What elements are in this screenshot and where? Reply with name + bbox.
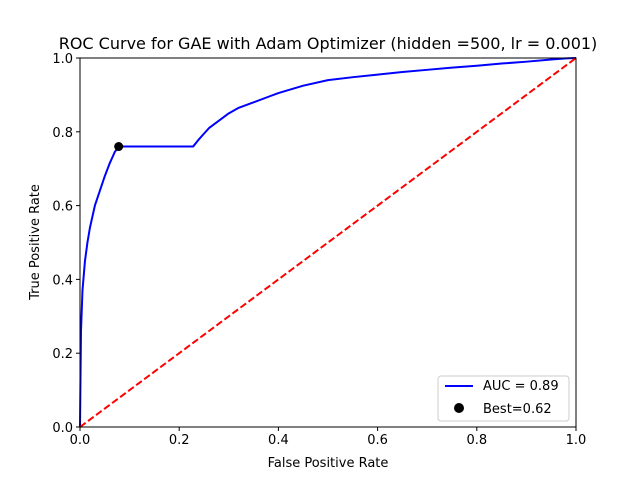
legend: AUC = 0.89 Best=0.62 [437, 375, 570, 422]
y-tick-label: 1.0 [52, 52, 73, 67]
x-tick-label: 0.4 [268, 433, 289, 448]
chart-title: ROC Curve for GAE with Adam Optimizer (h… [59, 34, 598, 53]
y-tick-label: 0.2 [52, 347, 73, 362]
y-axis-label: True Positive Rate [28, 184, 43, 301]
y-tick-label: 0.0 [52, 421, 73, 436]
x-tick-label: 0.6 [367, 433, 388, 448]
y-tick-label: 0.6 [52, 200, 73, 215]
legend-point-swatch [454, 403, 464, 413]
x-tick-label: 1.0 [566, 433, 587, 448]
legend-label-best: Best=0.62 [483, 402, 552, 417]
legend-label-auc: AUC = 0.89 [483, 379, 559, 394]
best-threshold-point [114, 142, 124, 152]
legend-box [437, 375, 570, 422]
y-tick-label: 0.4 [52, 273, 73, 288]
x-axis-label: False Positive Rate [268, 456, 389, 471]
diagonal-reference-line [79, 57, 577, 428]
roc-curve-line [79, 57, 577, 428]
x-tick-label: 0.0 [70, 433, 91, 448]
plot-area: 0.0 0.2 0.4 0.6 0.8 1.0 0.0 0.2 0.4 0.6 0.8 1.0 [52, 52, 586, 448]
x-tick-label: 0.8 [466, 433, 487, 448]
x-tick-label: 0.2 [169, 433, 190, 448]
axes-frame [79, 57, 577, 428]
y-tick-label: 0.8 [52, 126, 73, 141]
